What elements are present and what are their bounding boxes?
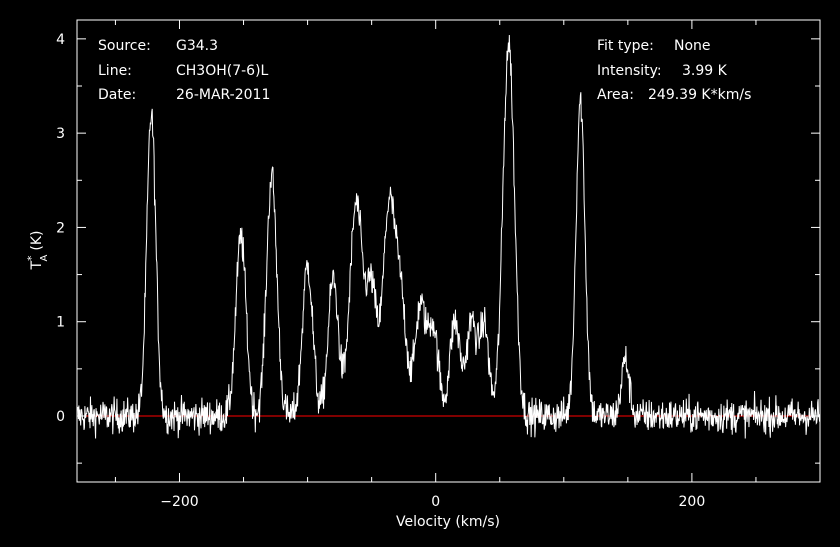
y-axis-label: T*A (K) xyxy=(25,230,50,270)
x-tick-label: −200 xyxy=(160,494,198,510)
info-left: Source: G34.3 Line: CH3OH(7-6)L Date: 26… xyxy=(98,38,270,103)
plot-frame xyxy=(76,19,821,483)
info-date-value: 26-MAR-2011 xyxy=(176,87,270,103)
y-tick-label: 2 xyxy=(56,220,65,236)
info-intensity-value: 3.99 K xyxy=(682,63,728,79)
plot-content xyxy=(76,34,821,439)
axis-ticks: −200 0 200 0 1 2 3 4 xyxy=(56,20,821,510)
y-tick-label: 0 xyxy=(56,409,65,425)
x-axis-label: Velocity (km/s) xyxy=(396,514,500,530)
y-axis-label-main: T xyxy=(29,261,45,271)
info-date-label: Date: xyxy=(98,87,136,103)
info-fit-type-label: Fit type: xyxy=(597,38,654,54)
info-source-label: Source: xyxy=(98,38,151,54)
info-area-label: Area: xyxy=(597,87,634,103)
y-tick-label: 3 xyxy=(56,126,65,142)
y-tick-label: 1 xyxy=(56,315,65,331)
y-axis-label-unit: (K) xyxy=(29,230,45,250)
svg-text:T*A(K): T*A (K) xyxy=(25,230,50,270)
info-line-value: CH3OH(7-6)L xyxy=(176,63,269,79)
x-tick-label: 200 xyxy=(679,494,706,510)
y-axis-label-sub: A xyxy=(39,254,50,261)
info-area-value: 249.39 K*km/s xyxy=(648,87,751,103)
info-line-label: Line: xyxy=(98,63,132,79)
info-fit-type-value: None xyxy=(674,38,711,54)
info-intensity-label: Intensity: xyxy=(597,63,662,79)
spectrum-line xyxy=(76,34,821,439)
x-tick-label: 0 xyxy=(431,494,440,510)
y-tick-label: 4 xyxy=(56,32,65,48)
y-axis-label-sup: * xyxy=(25,255,38,261)
info-source-value: G34.3 xyxy=(176,38,218,54)
info-right: Fit type: None Intensity: 3.99 K Area: 2… xyxy=(597,38,751,103)
